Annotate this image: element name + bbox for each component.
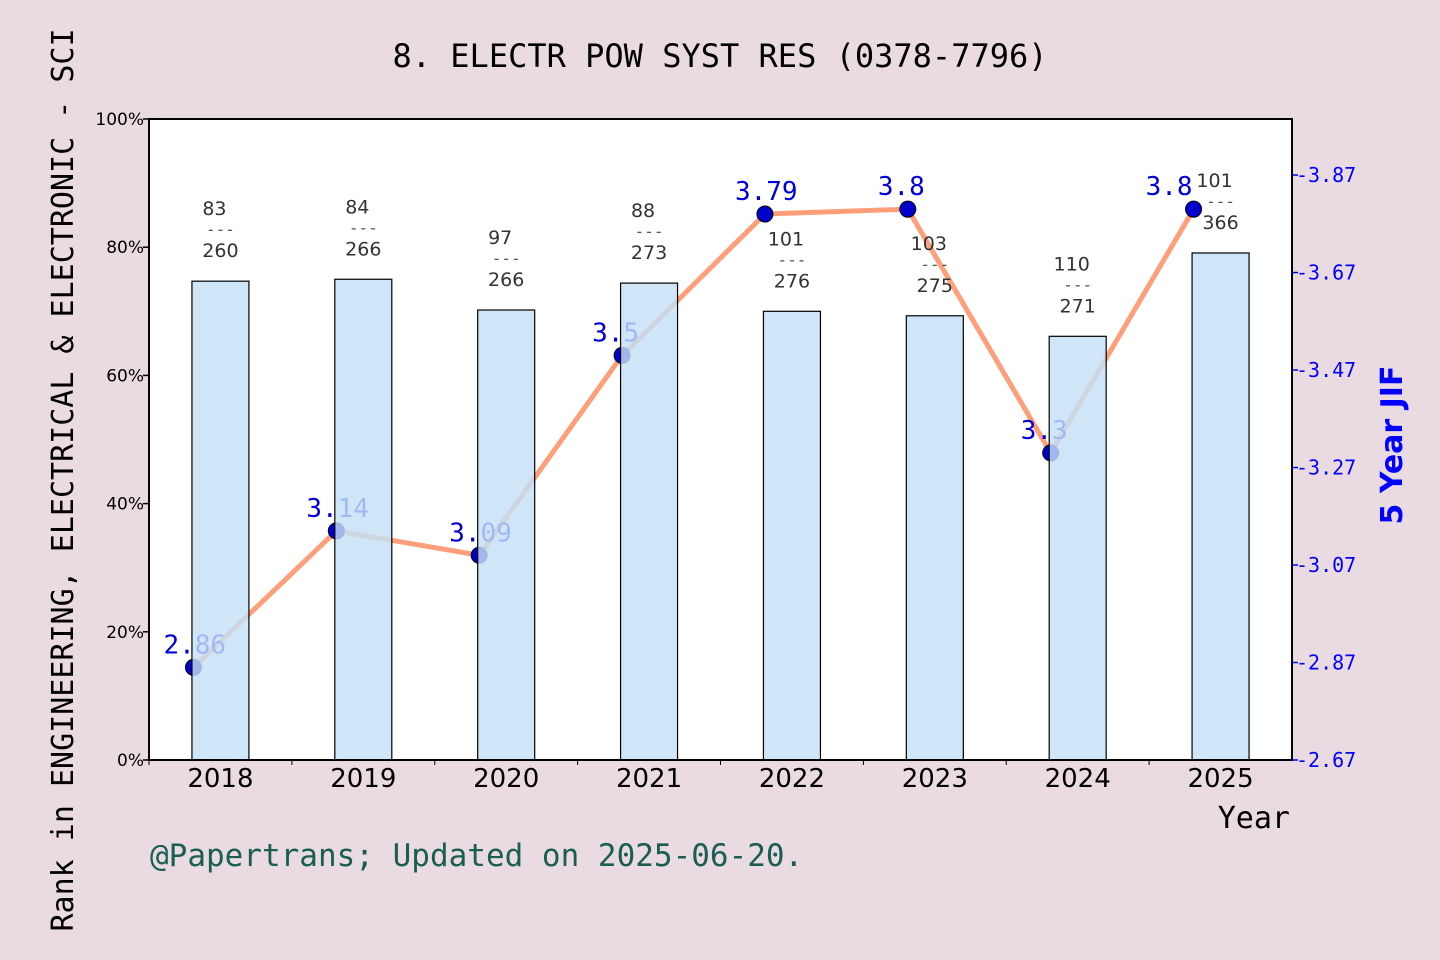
- rank-denominator: 260: [202, 240, 238, 262]
- plot-area: [148, 118, 1293, 761]
- right-axis-label: 5 Year JIF: [1375, 366, 1410, 525]
- jif-point: [899, 200, 917, 218]
- rank-separator: ---: [635, 222, 664, 241]
- rank-separator: ---: [1206, 192, 1235, 211]
- rank-bar: [905, 315, 964, 761]
- rank-denominator: 266: [345, 238, 381, 260]
- jif-point: [756, 205, 774, 223]
- rank-denominator: 366: [1202, 212, 1238, 234]
- rank-bar: [619, 282, 679, 761]
- jif-value-label: 3.8: [878, 172, 925, 202]
- rank-numerator: 103: [911, 233, 947, 255]
- rank-bar: [1048, 335, 1107, 761]
- left-tick-label: 60%: [106, 366, 144, 386]
- right-tick-label: -3.27: [1296, 456, 1356, 480]
- right-tick-label: -3.87: [1296, 163, 1356, 187]
- rank-denominator: 271: [1060, 295, 1096, 317]
- rank-denominator: 266: [488, 269, 524, 291]
- rank-bar: [762, 310, 822, 761]
- x-tick-label: 2020: [473, 764, 539, 794]
- rank-denominator: 276: [774, 270, 810, 292]
- rank-bar: [191, 280, 250, 761]
- left-tick-label: 100%: [95, 110, 144, 130]
- right-tick-label: -2.87: [1296, 651, 1356, 675]
- rank-bar: [334, 278, 393, 761]
- rank-bar: [1191, 252, 1250, 761]
- jif-value-label: 3.79: [735, 177, 798, 207]
- plot-border: [148, 118, 1293, 761]
- x-axis-label: Year: [1218, 801, 1290, 836]
- right-tick-label: -3.47: [1296, 358, 1356, 382]
- x-tick-label: 2025: [1187, 764, 1253, 794]
- rank-numerator: 84: [345, 196, 369, 218]
- left-tick-label: 80%: [106, 238, 144, 258]
- right-tick-label: -2.67: [1296, 748, 1356, 772]
- jif-point: [1185, 200, 1203, 218]
- x-tick-label: 2018: [187, 764, 253, 794]
- rank-bar: [477, 309, 536, 761]
- footer-text: @Papertrans; Updated on 2025-06-20.: [150, 838, 803, 874]
- left-axis-label: Rank in ENGINEERING, ELECTRICAL & ELECTR…: [46, 28, 81, 931]
- rank-numerator: 101: [768, 228, 804, 250]
- rank-separator: ---: [206, 220, 235, 239]
- x-tick-label: 2022: [759, 764, 825, 794]
- rank-bars: [191, 252, 1250, 761]
- left-tick-label: 20%: [106, 623, 144, 643]
- rank-numerator: 97: [488, 227, 512, 249]
- rank-separator: ---: [777, 250, 806, 269]
- x-tick-label: 2021: [616, 764, 682, 794]
- left-tick-label: 0%: [117, 751, 144, 771]
- right-tick-label: -3.07: [1296, 553, 1356, 577]
- rank-numerator: 83: [202, 198, 226, 220]
- x-tick-label: 2023: [902, 764, 968, 794]
- rank-labels: 83---26084---26697---26688---273101---27…: [202, 170, 1238, 317]
- rank-separator: ---: [492, 249, 521, 268]
- chart-title: 8. ELECTR POW SYST RES (0378-7796): [392, 37, 1047, 75]
- rank-separator: ---: [349, 218, 378, 237]
- rank-denominator: 275: [917, 275, 953, 297]
- rank-separator: ---: [1063, 275, 1092, 294]
- right-axis: -2.67 -2.87 -3.07 -3.27 -3.47 -3.67 -3.87: [1292, 163, 1356, 772]
- rank-numerator: 101: [1196, 170, 1232, 192]
- right-tick-label: -3.67: [1296, 261, 1356, 285]
- x-tick-label: 2019: [330, 764, 396, 794]
- left-axis: 0% 20% 40% 60% 80% 100%: [95, 110, 149, 771]
- rank-denominator: 273: [631, 242, 667, 264]
- jif-value-label: 3.8: [1146, 172, 1193, 202]
- x-tick-label: 2024: [1045, 764, 1111, 794]
- rank-separator: ---: [920, 255, 949, 274]
- rank-numerator: 110: [1054, 253, 1090, 275]
- left-tick-label: 40%: [106, 495, 144, 515]
- x-axis: 2018 2019 2020 2021 2022 2023 2024 2025: [148, 760, 1254, 794]
- rank-numerator: 88: [631, 200, 655, 222]
